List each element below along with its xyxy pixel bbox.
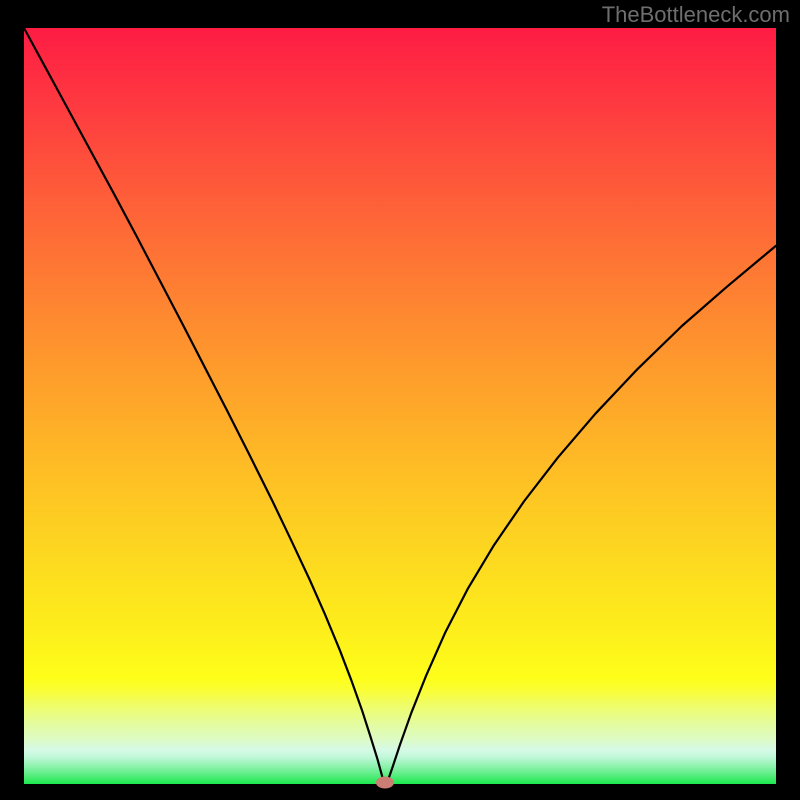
watermark-text: TheBottleneck.com (602, 2, 790, 28)
bottleneck-chart (0, 0, 800, 800)
chart-container: { "watermark": "TheBottleneck.com", "can… (0, 0, 800, 800)
chart-background-gradient (24, 28, 776, 784)
optimal-point-marker (376, 776, 394, 788)
